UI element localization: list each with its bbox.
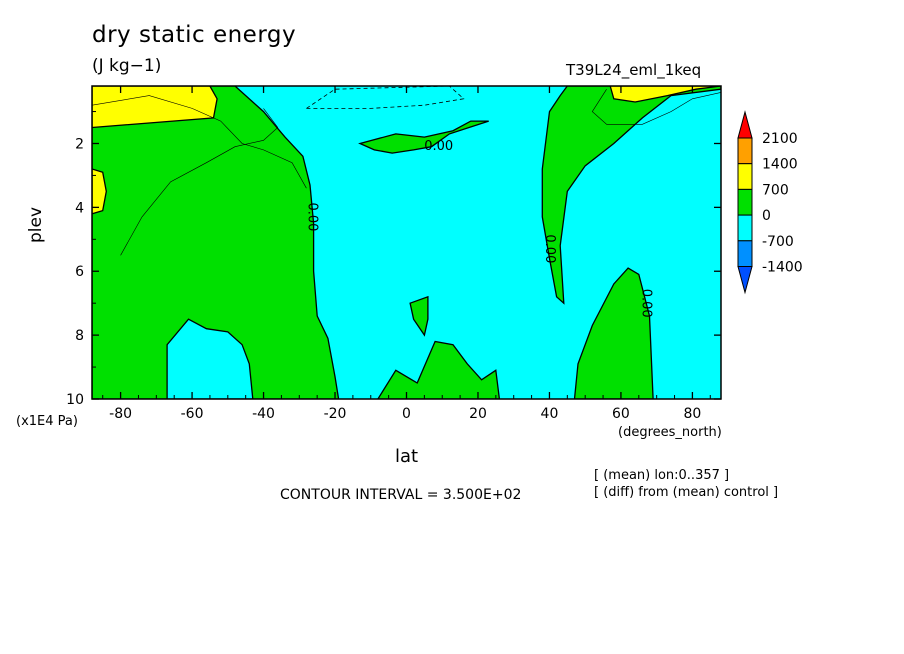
contour-region-northern-yellow	[609, 86, 721, 103]
colorbar-bottom-arrow	[737, 266, 753, 295]
contour-region-northern-green-band	[541, 86, 721, 305]
contour-label: 0.00	[638, 289, 653, 318]
interior-contour-0	[92, 95, 307, 189]
mean-note: [ (mean) lon:0..357 ]	[594, 468, 730, 483]
colorbar-box	[737, 240, 753, 268]
contour-label: 0.00	[304, 202, 319, 231]
contour-region-northern-lower-green	[573, 267, 654, 399]
contour-region-near-surface-green	[377, 340, 501, 399]
x-axis-label: lat	[395, 446, 419, 467]
colorbar-box	[737, 188, 753, 216]
colorbar-label: 2100	[762, 131, 798, 147]
contour-region-small-island	[409, 295, 429, 337]
colorbar-label: 1400	[762, 157, 798, 173]
x-tick-label: -40	[252, 406, 275, 422]
y-tick-label: 8	[75, 328, 84, 344]
x-tick-label: 20	[469, 406, 487, 422]
y-tick-label: 10	[66, 392, 84, 408]
x-axis-unit: (degrees_north)	[618, 425, 722, 440]
plot-area: 0.00 0.00 0.00 0.00	[92, 86, 721, 399]
negative-contour-dashed	[306, 86, 465, 109]
contour-label: 0.00	[542, 234, 557, 263]
colorbar-box	[737, 163, 753, 190]
colorbar-label: -700	[762, 234, 794, 250]
x-tick-label: -80	[109, 406, 132, 422]
x-tick-label: -60	[181, 406, 204, 422]
colorbar-box	[737, 137, 753, 165]
contour-label: 0.00	[424, 139, 453, 154]
colorbar-top-arrow	[737, 110, 753, 139]
diff-note: [ (diff) from (mean) control ]	[594, 485, 779, 500]
contour-region-southern-cyan-pocket	[166, 318, 254, 399]
contour-region-high-lat-south-yellow	[92, 86, 218, 129]
run-label: T39L24_eml_1keq	[566, 61, 702, 79]
colorbar-label: -1400	[762, 260, 803, 276]
x-tick-label: 0	[402, 406, 411, 422]
y-axis-unit: (x1E4 Pa)	[16, 414, 78, 429]
chart-title: dry static energy	[92, 22, 297, 48]
interior-contour-1	[120, 108, 279, 256]
colorbar-label: 0	[762, 208, 771, 224]
colorbar-label: 700	[762, 182, 789, 198]
contour-region-southern-hemisphere-green	[92, 86, 340, 399]
y-tick-label: 4	[75, 200, 84, 216]
x-tick-label: 80	[683, 406, 701, 422]
x-tick-label: -20	[324, 406, 347, 422]
y-tick-label: 2	[75, 136, 84, 152]
colorbar: 2100 1400 700 0 -700 -1400	[737, 110, 803, 295]
chart-units: (J kg−1)	[92, 56, 162, 76]
interior-contour-2	[591, 89, 721, 125]
y-tick-label: 6	[75, 264, 84, 280]
x-tick-label: 60	[612, 406, 630, 422]
contour-interval-note: CONTOUR INTERVAL = 3.500E+02	[280, 487, 522, 503]
contour-region-tropical-tongue	[358, 120, 489, 154]
contour-region-edge-yellow-south	[92, 168, 107, 215]
axes: -80 -60 -40 -20 0 20 40 60 80 2 4 6 8 10	[66, 85, 722, 422]
x-tick-label: 40	[541, 406, 559, 422]
colorbar-box	[737, 214, 753, 242]
